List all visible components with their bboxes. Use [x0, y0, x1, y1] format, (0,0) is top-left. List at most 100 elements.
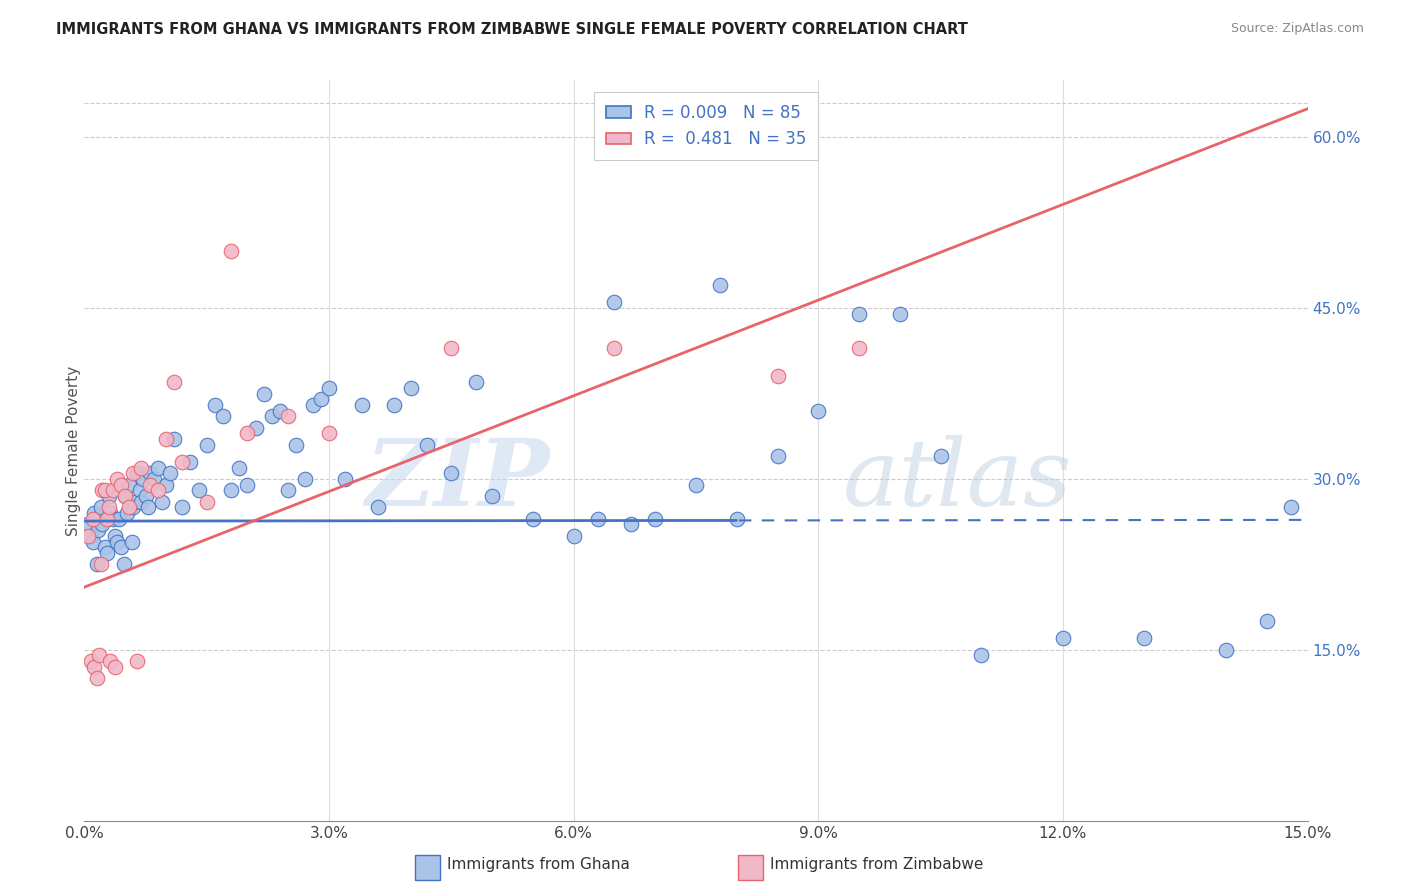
Point: [77, 529, 100, 543]
Point: [93, 541, 115, 555]
Point: [101, 483, 124, 498]
Point: [586, 512, 609, 526]
Point: [309, 392, 332, 407]
Point: [80, 529, 103, 543]
Point: [219, 244, 242, 259]
Point: [91, 483, 114, 498]
Point: [112, 558, 135, 572]
Point: [104, 529, 127, 543]
Point: [644, 512, 666, 526]
Point: [1215, 642, 1237, 657]
Point: [416, 438, 439, 452]
Point: [115, 506, 138, 520]
Point: [766, 449, 789, 463]
Point: [204, 398, 226, 412]
Point: [929, 449, 952, 463]
Point: [318, 426, 340, 441]
Point: [685, 477, 707, 491]
Point: [97, 500, 120, 515]
Point: [114, 489, 136, 503]
Point: [603, 341, 626, 355]
Point: [86, 671, 108, 685]
Point: [163, 432, 186, 446]
Point: [440, 467, 463, 481]
Point: [104, 660, 127, 674]
Point: [603, 295, 626, 310]
Text: Source: ZipAtlas.com: Source: ZipAtlas.com: [1230, 22, 1364, 36]
Point: [219, 483, 242, 498]
Point: [114, 489, 136, 503]
Point: [96, 546, 118, 560]
Point: [90, 558, 112, 572]
Point: [105, 472, 128, 486]
Point: [440, 341, 463, 355]
Point: [82, 534, 104, 549]
Point: [725, 512, 748, 526]
Point: [301, 398, 323, 412]
Point: [136, 500, 159, 515]
Point: [146, 460, 169, 475]
Point: [245, 420, 267, 434]
Point: [1279, 500, 1302, 515]
Point: [155, 477, 177, 491]
Point: [101, 512, 124, 526]
Point: [87, 648, 110, 663]
Point: [367, 500, 389, 515]
Point: [294, 472, 316, 486]
Point: [709, 278, 731, 293]
Point: [179, 455, 201, 469]
Point: [110, 477, 132, 491]
Point: [82, 512, 104, 526]
Point: [172, 500, 194, 515]
Point: [131, 494, 153, 508]
Text: atlas: atlas: [842, 435, 1073, 525]
Point: [277, 483, 299, 498]
Point: [522, 512, 544, 526]
Point: [620, 517, 643, 532]
Point: [122, 500, 145, 515]
Point: [121, 534, 143, 549]
Point: [163, 375, 186, 389]
Point: [100, 654, 122, 668]
Y-axis label: Single Female Poverty: Single Female Poverty: [66, 366, 80, 535]
Text: Immigrants from Zimbabwe: Immigrants from Zimbabwe: [770, 857, 984, 872]
Point: [155, 432, 177, 446]
Point: [91, 517, 114, 532]
Point: [83, 660, 105, 674]
Point: [464, 375, 486, 389]
Point: [146, 483, 169, 498]
Point: [172, 455, 194, 469]
Point: [138, 467, 160, 481]
Point: [212, 409, 235, 424]
Point: [127, 467, 149, 481]
Point: [142, 472, 165, 486]
Point: [1133, 632, 1156, 646]
Point: [1256, 615, 1278, 629]
Point: [228, 460, 250, 475]
Point: [128, 483, 150, 498]
Point: [848, 341, 870, 355]
Point: [122, 467, 145, 481]
Point: [97, 489, 120, 503]
Point: [236, 426, 259, 441]
Point: [236, 477, 259, 491]
Point: [285, 438, 308, 452]
Point: [260, 409, 283, 424]
Point: [80, 654, 103, 668]
Point: [77, 517, 100, 532]
Point: [86, 558, 108, 572]
Point: [481, 489, 503, 503]
Point: [195, 438, 218, 452]
Point: [195, 494, 218, 508]
Point: [93, 483, 115, 498]
Point: [107, 512, 129, 526]
Text: Immigrants from Ghana: Immigrants from Ghana: [447, 857, 630, 872]
Point: [848, 307, 870, 321]
Point: [766, 369, 789, 384]
Point: [159, 467, 181, 481]
Point: [187, 483, 209, 498]
Point: [970, 648, 993, 663]
Point: [889, 307, 911, 321]
Text: IMMIGRANTS FROM GHANA VS IMMIGRANTS FROM ZIMBABWE SINGLE FEMALE POVERTY CORRELAT: IMMIGRANTS FROM GHANA VS IMMIGRANTS FROM…: [56, 22, 969, 37]
Point: [1052, 632, 1074, 646]
